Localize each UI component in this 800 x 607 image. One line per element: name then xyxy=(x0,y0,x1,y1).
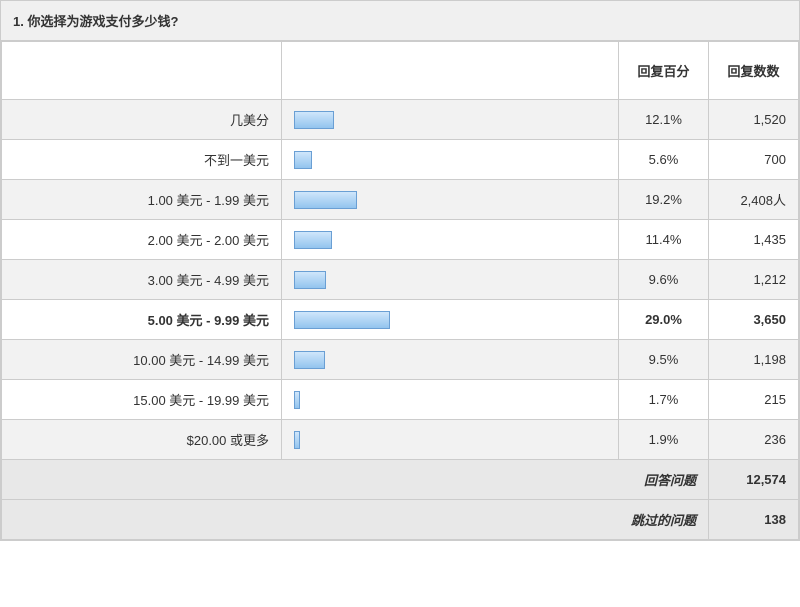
row-bar-cell xyxy=(282,380,619,420)
row-percent: 29.0% xyxy=(619,300,709,340)
row-percent: 5.6% xyxy=(619,140,709,180)
row-bar-cell xyxy=(282,100,619,140)
row-label: 1.00 美元 - 1.99 美元 xyxy=(2,180,282,220)
table-row: 几美分 12.1%1,520 xyxy=(2,100,799,140)
question-text: 你选择为游戏支付多少钱? xyxy=(27,14,178,29)
row-label: 不到一美元 xyxy=(2,140,282,180)
bar xyxy=(294,151,312,169)
row-label: 15.00 美元 - 19.99 美元 xyxy=(2,380,282,420)
row-count: 215 xyxy=(709,380,799,420)
row-count: 3,650 xyxy=(709,300,799,340)
table-row: $20.00 或更多 1.9%236 xyxy=(2,420,799,460)
table-row: 2.00 美元 - 2.00 美元 11.4%1,435 xyxy=(2,220,799,260)
table-row: 3.00 美元 - 4.99 美元 9.6%1,212 xyxy=(2,260,799,300)
header-row: 回复百分 回复数数 xyxy=(2,42,799,100)
row-label: $20.00 或更多 xyxy=(2,420,282,460)
question-number: 1. xyxy=(13,14,24,29)
row-percent: 1.7% xyxy=(619,380,709,420)
summary-value: 138 xyxy=(709,500,799,540)
row-label: 10.00 美元 - 14.99 美元 xyxy=(2,340,282,380)
bar xyxy=(294,431,300,449)
row-count: 236 xyxy=(709,420,799,460)
summary-value: 12,574 xyxy=(709,460,799,500)
header-percent: 回复百分 xyxy=(619,42,709,100)
table-row: 15.00 美元 - 19.99 美元 1.7%215 xyxy=(2,380,799,420)
header-bar xyxy=(282,42,619,100)
header-count: 回复数数 xyxy=(709,42,799,100)
row-count: 1,198 xyxy=(709,340,799,380)
bar xyxy=(294,351,325,369)
row-bar-cell xyxy=(282,300,619,340)
row-percent: 9.6% xyxy=(619,260,709,300)
row-count: 1,520 xyxy=(709,100,799,140)
row-bar-cell xyxy=(282,180,619,220)
summary-row: 跳过的问题138 xyxy=(2,500,799,540)
row-bar-cell xyxy=(282,140,619,180)
row-bar-cell xyxy=(282,220,619,260)
table-row: 5.00 美元 - 9.99 美元 29.0%3,650 xyxy=(2,300,799,340)
row-percent: 1.9% xyxy=(619,420,709,460)
row-label: 2.00 美元 - 2.00 美元 xyxy=(2,220,282,260)
row-label: 5.00 美元 - 9.99 美元 xyxy=(2,300,282,340)
row-label: 几美分 xyxy=(2,100,282,140)
summary-label: 跳过的问题 xyxy=(2,500,709,540)
bar xyxy=(294,231,332,249)
table-row: 1.00 美元 - 1.99 美元 19.2%2,408人 xyxy=(2,180,799,220)
header-label xyxy=(2,42,282,100)
row-bar-cell xyxy=(282,260,619,300)
row-percent: 19.2% xyxy=(619,180,709,220)
row-count: 1,435 xyxy=(709,220,799,260)
row-bar-cell xyxy=(282,340,619,380)
row-percent: 9.5% xyxy=(619,340,709,380)
question-header: 1. 你选择为游戏支付多少钱? xyxy=(1,1,799,41)
bar xyxy=(294,191,357,209)
row-count: 2,408人 xyxy=(709,180,799,220)
bar xyxy=(294,311,390,329)
summary-label: 回答问题 xyxy=(2,460,709,500)
bar xyxy=(294,111,334,129)
row-bar-cell xyxy=(282,420,619,460)
row-count: 1,212 xyxy=(709,260,799,300)
row-count: 700 xyxy=(709,140,799,180)
table-row: 不到一美元 5.6%700 xyxy=(2,140,799,180)
row-label: 3.00 美元 - 4.99 美元 xyxy=(2,260,282,300)
results-table: 回复百分 回复数数 几美分12.1%1,520不到一美元5.6%7001.00 … xyxy=(1,41,799,540)
bar xyxy=(294,271,326,289)
bar xyxy=(294,391,300,409)
summary-row: 回答问题12,574 xyxy=(2,460,799,500)
row-percent: 12.1% xyxy=(619,100,709,140)
row-percent: 11.4% xyxy=(619,220,709,260)
survey-result-panel: 1. 你选择为游戏支付多少钱? 回复百分 回复数数 几美分12.1%1,520不… xyxy=(0,0,800,541)
table-row: 10.00 美元 - 14.99 美元 9.5%1,198 xyxy=(2,340,799,380)
